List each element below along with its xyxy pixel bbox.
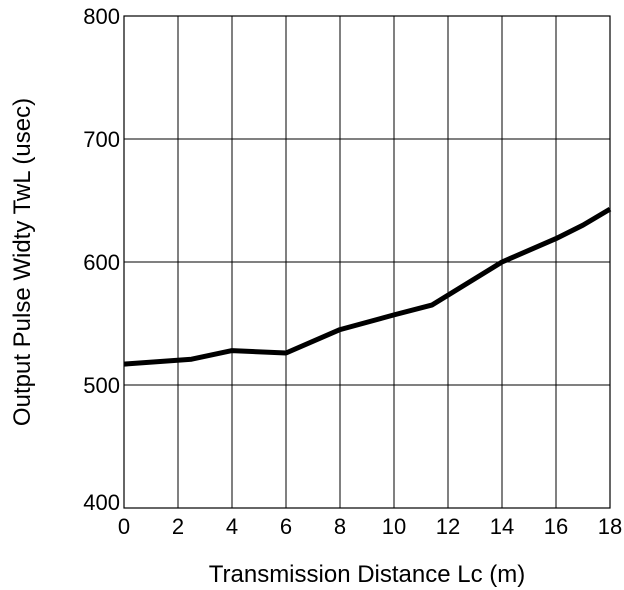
x-tick-label: 4 xyxy=(226,514,238,539)
y-tick-label: 500 xyxy=(83,373,120,398)
y-tick-label: 400 xyxy=(83,490,120,515)
y-axis-title: Output Pulse Widty TwL (usec) xyxy=(9,98,36,426)
series-line-0 xyxy=(123,206,612,367)
y-tick-label: 700 xyxy=(83,127,120,152)
x-tick-label: 18 xyxy=(598,514,622,539)
plot-frame xyxy=(123,15,611,509)
x-tick-label: 8 xyxy=(334,514,346,539)
x-tick-label: 0 xyxy=(118,514,130,539)
x-axis-title: Transmission Distance Lc (m) xyxy=(209,561,526,588)
x-tick-label: 2 xyxy=(172,514,184,539)
x-tick-label: 14 xyxy=(490,514,514,539)
x-tick-labels: 0 2 4 6 8 10 12 14 16 18 xyxy=(118,514,622,539)
x-tick-label: 6 xyxy=(280,514,292,539)
x-tick-label: 10 xyxy=(382,514,406,539)
y-tick-labels: 400 500 600 700 800 xyxy=(83,4,120,515)
x-tick-label: 16 xyxy=(544,514,568,539)
x-tick-label: 12 xyxy=(436,514,460,539)
y-tick-label: 600 xyxy=(83,250,120,275)
series-layer xyxy=(123,206,612,367)
y-tick-label: 800 xyxy=(83,4,120,29)
